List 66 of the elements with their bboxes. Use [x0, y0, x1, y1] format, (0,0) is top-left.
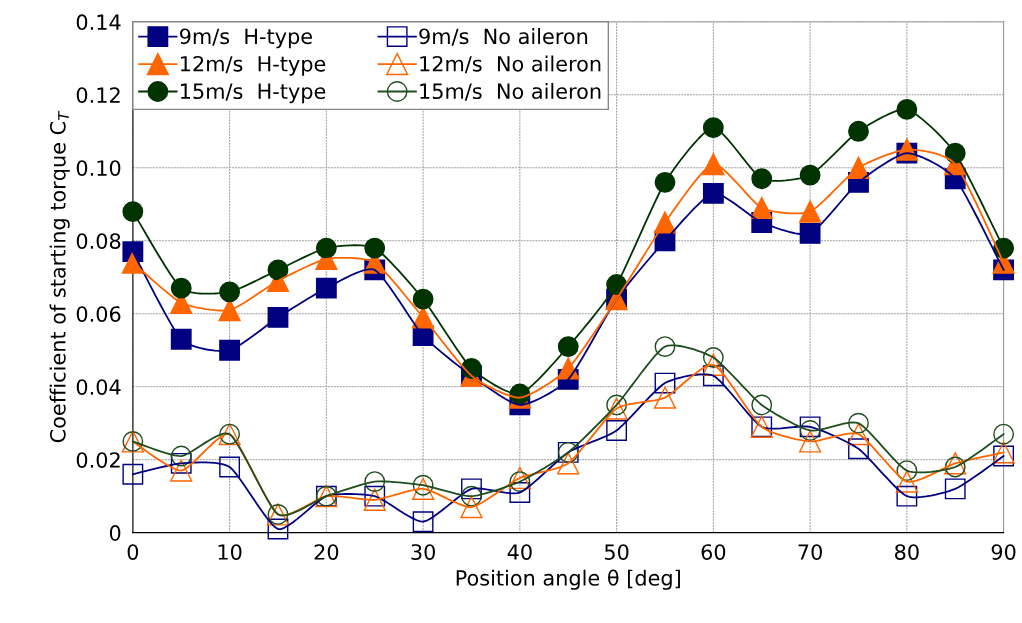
point: [170, 452, 192, 474]
y-tick-label: 0.02: [76, 452, 120, 468]
point: [798, 200, 822, 223]
point: [219, 339, 241, 361]
x-tick-label: 80: [895, 544, 919, 560]
point: [702, 347, 724, 368]
point: [848, 438, 869, 460]
legend-label: 12m/s No aileron: [420, 55, 601, 74]
y-tick-label: 0.10: [76, 160, 121, 176]
y-tick-label: 0.14: [76, 14, 121, 31]
y-tick-label: 0.08: [76, 233, 121, 249]
point: [654, 336, 676, 357]
point: [848, 412, 869, 434]
point: [509, 471, 531, 492]
point: [170, 459, 193, 482]
point: [944, 478, 966, 500]
point: [412, 511, 434, 533]
point: [702, 365, 724, 387]
point: [702, 353, 725, 376]
y-tick-label: 0.06: [76, 306, 121, 322]
point: [895, 470, 918, 493]
legend-label: 15m/s H-type: [180, 83, 326, 104]
legend-label: 9m/s H-type: [180, 28, 312, 49]
point: [315, 277, 337, 299]
point: [122, 201, 144, 222]
point: [798, 430, 822, 453]
x-axis-title: Position angle θ [deg]: [456, 569, 680, 590]
x-tick-label: 30: [411, 544, 435, 560]
x-tick-label: 10: [218, 544, 242, 560]
point: [847, 423, 870, 446]
point: [508, 466, 531, 490]
x-tick-label: 0: [127, 544, 139, 560]
point: [799, 223, 821, 244]
legend-label: 15m/s No aileron: [420, 82, 601, 101]
point: [461, 478, 482, 500]
point: [364, 471, 386, 492]
point: [653, 386, 677, 409]
x-tick-label: 70: [798, 544, 822, 560]
point: [267, 518, 289, 540]
point: [896, 460, 918, 482]
point: [993, 423, 1015, 445]
x-tick-label: 50: [604, 544, 629, 560]
point: [751, 394, 773, 416]
point: [557, 452, 580, 475]
point: [702, 182, 724, 204]
y-tick-label: 0.12: [76, 87, 120, 103]
point: [170, 445, 192, 467]
point: [896, 485, 918, 507]
point: [122, 463, 144, 485]
point: [170, 328, 192, 350]
y-tick-label: 0: [109, 525, 121, 541]
point: [509, 482, 531, 503]
point: [654, 372, 676, 394]
point: [460, 496, 483, 519]
point: [461, 485, 482, 507]
legend-label: 12m/s H-type: [180, 55, 326, 76]
legend-label: 9m/s No aileron: [419, 28, 588, 46]
x-tick-label: 20: [314, 544, 339, 560]
point: [606, 420, 628, 441]
y-axis-title: Coefficient of starting torque C$_{T}$: [49, 110, 70, 443]
point: [750, 196, 773, 220]
x-tick-label: 90: [991, 544, 1016, 560]
x-tick-label: 60: [701, 544, 726, 560]
y-tick-label: 0.04: [76, 379, 121, 395]
x-tick-label: 40: [507, 544, 532, 560]
point: [219, 456, 241, 478]
